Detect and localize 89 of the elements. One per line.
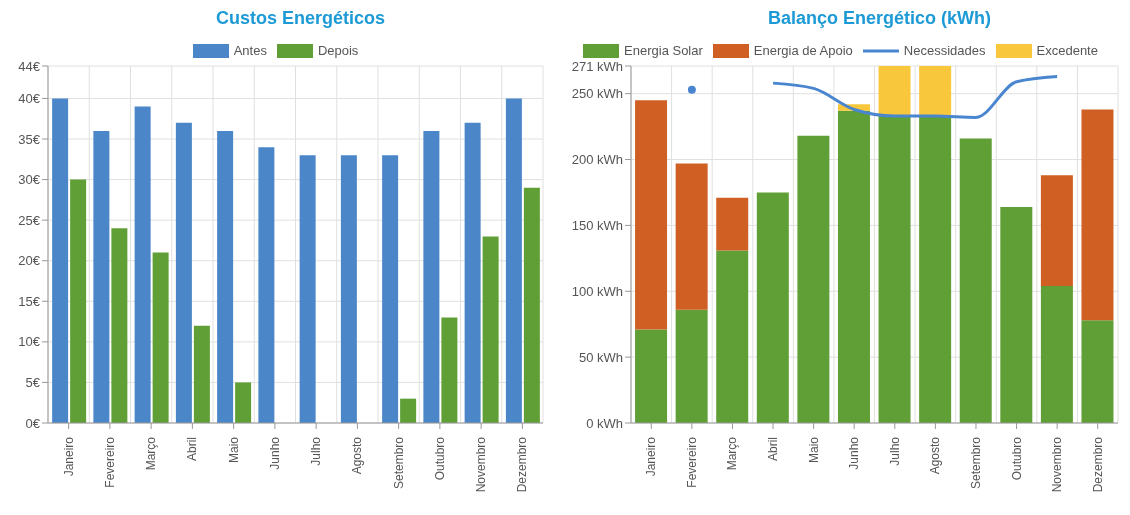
bar xyxy=(1081,109,1114,321)
bar xyxy=(400,398,417,423)
legend-label: Energia de Apoio xyxy=(752,43,853,58)
x-tick-label: Dezembro xyxy=(515,436,530,493)
x-tick-label: Janeiro xyxy=(644,436,659,477)
y-tick-label: 10€ xyxy=(18,334,41,350)
x-tick-label: Março xyxy=(725,436,740,471)
bar xyxy=(919,116,952,423)
y-tick-label: 271 kWh xyxy=(571,58,623,74)
x-tick-label: Setembro xyxy=(391,436,406,490)
bar xyxy=(878,116,911,423)
bar xyxy=(340,155,357,423)
bar xyxy=(217,130,234,423)
bar xyxy=(152,252,169,423)
bar xyxy=(505,98,522,423)
bar xyxy=(1040,175,1073,286)
x-tick-label: Junho xyxy=(267,436,282,470)
legend-label: Necessidades xyxy=(902,43,986,58)
bar xyxy=(675,309,708,423)
y-tick-label: 40€ xyxy=(18,91,41,107)
bar xyxy=(258,147,275,423)
y-tick-label: 35€ xyxy=(18,131,41,147)
y-tick-label: 150 kWh xyxy=(571,218,623,234)
bar xyxy=(111,228,128,423)
y-tick-label: 250 kWh xyxy=(571,86,623,102)
legend-label: Excedente xyxy=(1035,43,1098,58)
x-tick-label: Dezembro xyxy=(1090,436,1105,493)
bar xyxy=(423,130,440,423)
bar xyxy=(175,122,192,423)
chart-title: Custos Energéticos xyxy=(214,8,386,30)
bar xyxy=(635,329,668,423)
x-tick-label: Setembro xyxy=(968,436,983,490)
chart-title: Balanço Energético (kWh) xyxy=(767,8,992,30)
y-tick-label: 0 kWh xyxy=(586,415,623,431)
x-tick-label: Julho xyxy=(887,436,902,466)
bar xyxy=(635,100,668,330)
bar xyxy=(716,250,749,423)
y-tick-label: 100 kWh xyxy=(571,283,623,299)
bar xyxy=(441,317,458,423)
y-tick-label: 20€ xyxy=(18,253,41,269)
bar xyxy=(482,236,499,423)
x-tick-label: Novembro xyxy=(474,436,489,493)
y-tick-label: 15€ xyxy=(18,293,41,309)
bar xyxy=(382,155,399,423)
x-tick-label: Outubro xyxy=(1009,436,1024,481)
bar xyxy=(675,163,708,310)
bar xyxy=(1040,286,1073,423)
x-tick-label: Julho xyxy=(309,436,324,466)
y-tick-label: 0€ xyxy=(25,415,41,431)
x-tick-label: Fevereiro xyxy=(684,436,699,488)
y-tick-label: 50 kWh xyxy=(578,349,623,365)
legend-label: Depois xyxy=(316,43,359,58)
x-tick-label: Agosto xyxy=(350,436,365,475)
bar xyxy=(837,110,870,423)
bar xyxy=(93,130,110,423)
bar xyxy=(134,106,151,423)
bar xyxy=(756,192,789,423)
bar xyxy=(959,138,992,423)
x-tick-label: Agosto xyxy=(928,436,943,475)
legend-label: Energia Solar xyxy=(623,43,703,58)
bar xyxy=(1000,206,1033,423)
bar xyxy=(878,66,911,117)
x-tick-label: Fevereiro xyxy=(102,436,117,488)
bar xyxy=(70,179,87,423)
bar xyxy=(464,122,481,423)
bar xyxy=(193,325,210,423)
bar xyxy=(797,135,830,423)
x-tick-label: Junho xyxy=(847,436,862,470)
y-tick-label: 200 kWh xyxy=(571,152,623,168)
bar xyxy=(716,197,749,251)
bar xyxy=(235,382,252,423)
bar xyxy=(523,187,540,423)
legend-label: Antes xyxy=(232,43,267,58)
x-tick-label: Janeiro xyxy=(61,436,76,477)
x-tick-label: Outubro xyxy=(432,436,447,481)
x-tick-label: Março xyxy=(144,436,159,471)
bar xyxy=(1081,320,1114,423)
bar xyxy=(299,155,316,423)
x-tick-label: Maio xyxy=(226,436,241,464)
x-tick-label: Novembro xyxy=(1050,436,1065,493)
y-tick-label: 5€ xyxy=(25,375,41,391)
y-tick-label: 25€ xyxy=(18,212,41,228)
bar xyxy=(52,98,69,423)
y-tick-label: 44€ xyxy=(18,58,41,74)
y-tick-label: 30€ xyxy=(18,172,41,188)
bar xyxy=(919,66,952,117)
x-tick-label: Maio xyxy=(806,436,821,464)
x-tick-label: Abril xyxy=(766,437,781,462)
x-tick-label: Abril xyxy=(185,437,200,462)
